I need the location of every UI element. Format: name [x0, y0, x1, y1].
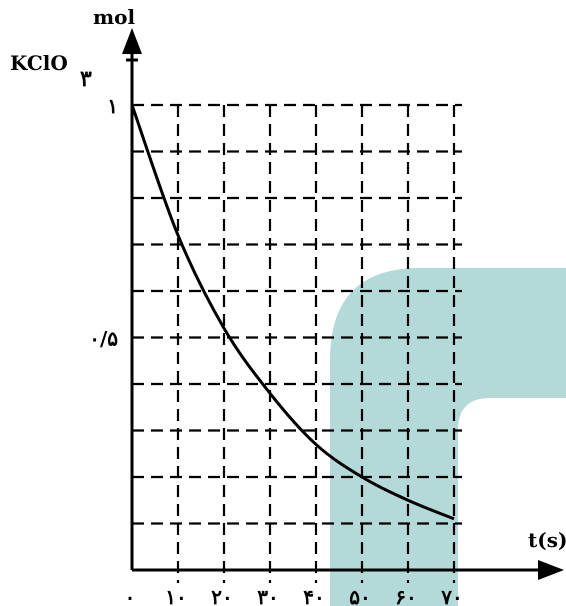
x-tick-label: ۲۰ — [211, 585, 232, 606]
y-axis-species-label: KClO — [10, 51, 68, 75]
y-axis-arrow-icon — [122, 28, 142, 54]
series-layer — [130, 104, 455, 521]
x-tick-label: ۴۰ — [303, 585, 324, 606]
x-tick-label: ۵۰ — [349, 585, 370, 606]
tick-labels: ۰ ۱۰ ۲۰ ۳۰ ۴۰ ۵۰ ۶۰ ۷۰ ۰/۵ ۱ — [89, 94, 463, 606]
x-tick-label: ۰ — [125, 585, 136, 606]
x-axis-arrow-icon — [538, 560, 564, 580]
y-axis-species-subscript: ۳ — [80, 66, 92, 92]
x-tick-label: ۳۰ — [257, 585, 278, 606]
x-tick-label: ۶۰ — [395, 585, 416, 606]
y-tick-label: ۱ — [107, 94, 118, 118]
y-tick-label: ۰/۵ — [89, 327, 118, 351]
y-axis-unit-label: mol — [93, 5, 136, 29]
x-tick-label: ۱۰ — [165, 585, 186, 606]
x-tick-label: ۷۰ — [440, 585, 462, 606]
x-axis-label: t(s) — [528, 528, 566, 552]
decorative-teal-shape — [330, 268, 566, 606]
axes — [122, 28, 564, 580]
series-line — [130, 104, 455, 521]
grid-lines — [132, 103, 462, 583]
